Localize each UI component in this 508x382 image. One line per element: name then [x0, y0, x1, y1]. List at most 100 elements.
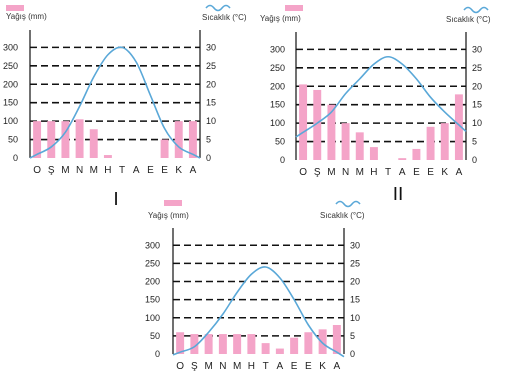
left-tick-label: 200: [270, 81, 285, 91]
chart-I: Yağış (mm) Sıcaklık (°C)05010015020025030…: [3, 4, 247, 210]
month-label: K: [441, 167, 448, 178]
left-tick-label: 0: [280, 155, 285, 165]
temp-legend-wave-icon: [335, 200, 361, 208]
precip-bar: [190, 334, 199, 354]
temp-legend-label: Sıcaklık (°C): [446, 15, 491, 24]
precip-bar: [341, 123, 350, 160]
precip-bar: [218, 334, 227, 354]
precip-bar: [103, 155, 112, 158]
right-tick-label: 10: [472, 118, 482, 128]
month-label: E: [291, 361, 298, 372]
right-tick-label: 20: [350, 277, 360, 287]
temperature-line: [172, 266, 345, 358]
precip-bar: [398, 158, 407, 160]
left-tick-label: 150: [145, 295, 160, 305]
precip-bar: [188, 121, 197, 158]
month-label: E: [161, 165, 168, 176]
month-label: Ş: [314, 167, 321, 178]
right-tick-label: 5: [350, 331, 355, 341]
precip-bar: [33, 121, 42, 158]
left-tick-label: 200: [3, 79, 18, 89]
month-label: M: [327, 167, 335, 178]
left-tick-label: 0: [155, 349, 160, 359]
right-tick-label: 0: [350, 349, 355, 359]
precip-legend-label: Yağış (mm): [148, 211, 189, 220]
month-label: E: [427, 167, 434, 178]
month-label: Ş: [191, 361, 198, 372]
temperature-line: [29, 46, 201, 159]
precip-bar: [275, 348, 284, 354]
precip-bar: [454, 94, 463, 160]
month-label: M: [204, 361, 212, 372]
chart-roman-label: I: [113, 189, 118, 210]
month-label: T: [263, 361, 269, 372]
right-tick-label: 25: [472, 63, 482, 73]
precip-bar: [261, 343, 270, 354]
month-label: N: [219, 361, 226, 372]
precip-bar: [355, 132, 364, 160]
left-tick-label: 100: [145, 313, 160, 323]
right-tick-label: 5: [472, 137, 477, 147]
precip-bar: [327, 104, 336, 160]
month-label: T: [119, 165, 125, 176]
right-tick-label: 0: [472, 155, 477, 165]
precip-legend-swatch-icon: [6, 5, 24, 11]
precip-bar: [313, 89, 322, 160]
month-label: H: [248, 361, 255, 372]
month-label: A: [133, 165, 140, 176]
temp-legend-label: Sıcaklık (°C): [320, 211, 365, 220]
right-tick-label: 20: [206, 79, 216, 89]
right-tick-label: 5: [206, 135, 211, 145]
precip-bar: [412, 148, 421, 160]
precip-legend-swatch-icon: [164, 200, 182, 206]
left-tick-label: 150: [270, 100, 285, 110]
chart-roman-label: II: [393, 184, 404, 205]
left-tick-label: 250: [145, 258, 160, 268]
precip-bar: [176, 332, 185, 354]
precip-bar: [247, 334, 256, 354]
left-tick-label: 150: [3, 98, 18, 108]
left-tick-label: 0: [13, 153, 18, 163]
chart-II: Yağış (mm) Sıcaklık (°C)05010015020025030…: [260, 5, 491, 205]
left-tick-label: 300: [3, 42, 18, 52]
precip-bar: [299, 84, 308, 160]
precip-bar: [75, 119, 84, 158]
month-label: T: [385, 167, 391, 178]
month-label: O: [299, 167, 307, 178]
month-label: K: [319, 361, 326, 372]
month-label: E: [305, 361, 312, 372]
temperature-line: [295, 55, 467, 138]
left-tick-label: 50: [150, 331, 160, 341]
precip-bar: [318, 329, 327, 354]
left-tick-label: 100: [3, 116, 18, 126]
right-tick-label: 10: [350, 313, 360, 323]
right-tick-label: 30: [206, 42, 216, 52]
precip-legend-label: Yağış (mm): [260, 14, 301, 23]
right-tick-label: 10: [206, 116, 216, 126]
precip-bar: [89, 129, 98, 158]
temp-legend-wave-icon: [205, 4, 231, 12]
right-tick-label: 25: [206, 61, 216, 71]
left-tick-label: 300: [270, 44, 285, 54]
right-tick-label: 15: [472, 100, 482, 110]
left-tick-label: 250: [3, 61, 18, 71]
month-label: A: [277, 361, 284, 372]
right-tick-label: 20: [472, 81, 482, 91]
left-tick-label: 50: [275, 137, 285, 147]
precip-bar: [204, 334, 213, 354]
month-label: H: [104, 165, 111, 176]
chart-III: Yağış (mm) Sıcaklık (°C)05010015020025030…: [145, 200, 365, 372]
right-tick-label: 25: [350, 258, 360, 268]
precip-bar: [174, 121, 183, 158]
month-label: H: [370, 167, 377, 178]
left-tick-label: 300: [145, 240, 160, 250]
month-label: A: [334, 361, 341, 372]
month-label: M: [90, 165, 98, 176]
month-label: E: [413, 167, 420, 178]
month-label: E: [147, 165, 154, 176]
month-label: M: [233, 361, 241, 372]
left-tick-label: 100: [270, 118, 285, 128]
right-tick-label: 30: [350, 240, 360, 250]
month-label: Ş: [48, 165, 55, 176]
